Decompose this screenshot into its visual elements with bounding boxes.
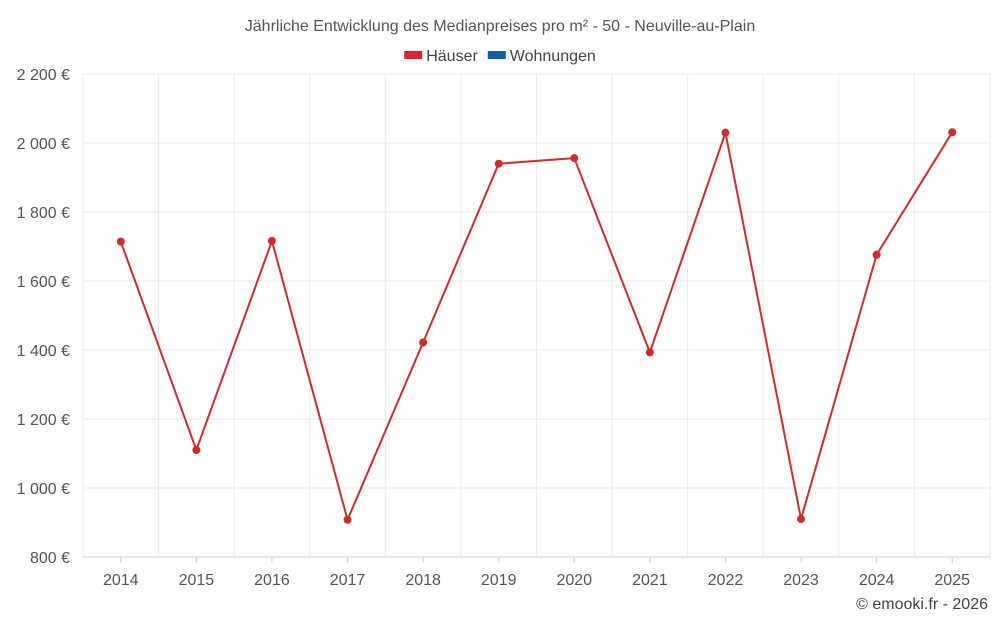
chart-title: Jährliche Entwicklung des Medianpreises … (245, 18, 755, 35)
data-point-2015[interactable] (192, 446, 201, 455)
x-tick-label: 2018 (405, 572, 441, 589)
legend-swatch (404, 51, 423, 59)
data-point-2017[interactable] (343, 515, 352, 524)
legend-label: Wohnungen (510, 48, 596, 65)
x-axis-tick-labels: 2014 2015 2016 2017 2018 2019 2020 2021 2022 2023… (103, 557, 970, 589)
legend-item-häuser[interactable]: Häuser (404, 48, 478, 65)
y-tick-label: 800 € (30, 550, 70, 567)
x-tick-label: 2023 (783, 572, 819, 589)
x-tick-label: 2025 (934, 572, 970, 589)
data-point-2016[interactable] (267, 236, 276, 245)
x-tick-label: 2020 (556, 572, 592, 589)
x-tick-label: 2017 (330, 572, 366, 589)
x-tick-label: 2019 (481, 572, 517, 589)
credit-text: © emooki.fr - 2026 (856, 596, 988, 613)
x-tick-label: 2024 (859, 572, 895, 589)
series-layer (116, 128, 957, 524)
y-tick-label: 1 600 € (17, 274, 70, 291)
data-point-2025[interactable] (948, 128, 957, 137)
x-tick-label: 2022 (708, 572, 744, 589)
data-point-2024[interactable] (872, 250, 881, 259)
y-tick-label: 2 200 € (17, 67, 70, 84)
y-tick-label: 1 400 € (17, 343, 70, 360)
y-tick-label: 1 200 € (17, 412, 70, 429)
legend-item-wohnungen[interactable]: Wohnungen (487, 48, 596, 65)
data-point-2021[interactable] (645, 348, 654, 357)
x-tick-label: 2016 (254, 572, 290, 589)
x-tick-label: 2021 (632, 572, 668, 589)
x-gridlines (82, 74, 991, 557)
y-tick-label: 2 000 € (17, 136, 70, 153)
y-tick-label: 1 800 € (17, 205, 70, 222)
data-point-2014[interactable] (116, 237, 125, 246)
legend-swatch (487, 51, 506, 59)
data-point-2023[interactable] (797, 515, 806, 524)
data-point-2022[interactable] (721, 128, 730, 137)
y-tick-label: 1 000 € (17, 481, 70, 498)
legend-label: Häuser (426, 48, 478, 65)
y-axis-tick-labels: 800 € 1 000 € 1 200 € 1 400 € 1 600 € 1 800 €… (17, 67, 70, 567)
data-point-2018[interactable] (419, 338, 428, 347)
series-line-häuser (119, 131, 954, 521)
x-tick-label: 2014 (103, 572, 139, 589)
data-point-2019[interactable] (494, 159, 503, 168)
legend: Häuser Wohnungen (404, 48, 596, 65)
data-point-2020[interactable] (570, 154, 579, 163)
x-tick-label: 2015 (179, 572, 215, 589)
